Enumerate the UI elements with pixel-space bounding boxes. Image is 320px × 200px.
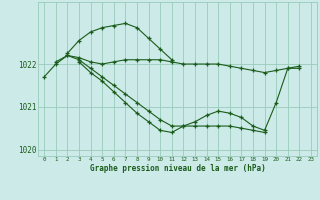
- X-axis label: Graphe pression niveau de la mer (hPa): Graphe pression niveau de la mer (hPa): [90, 164, 266, 173]
